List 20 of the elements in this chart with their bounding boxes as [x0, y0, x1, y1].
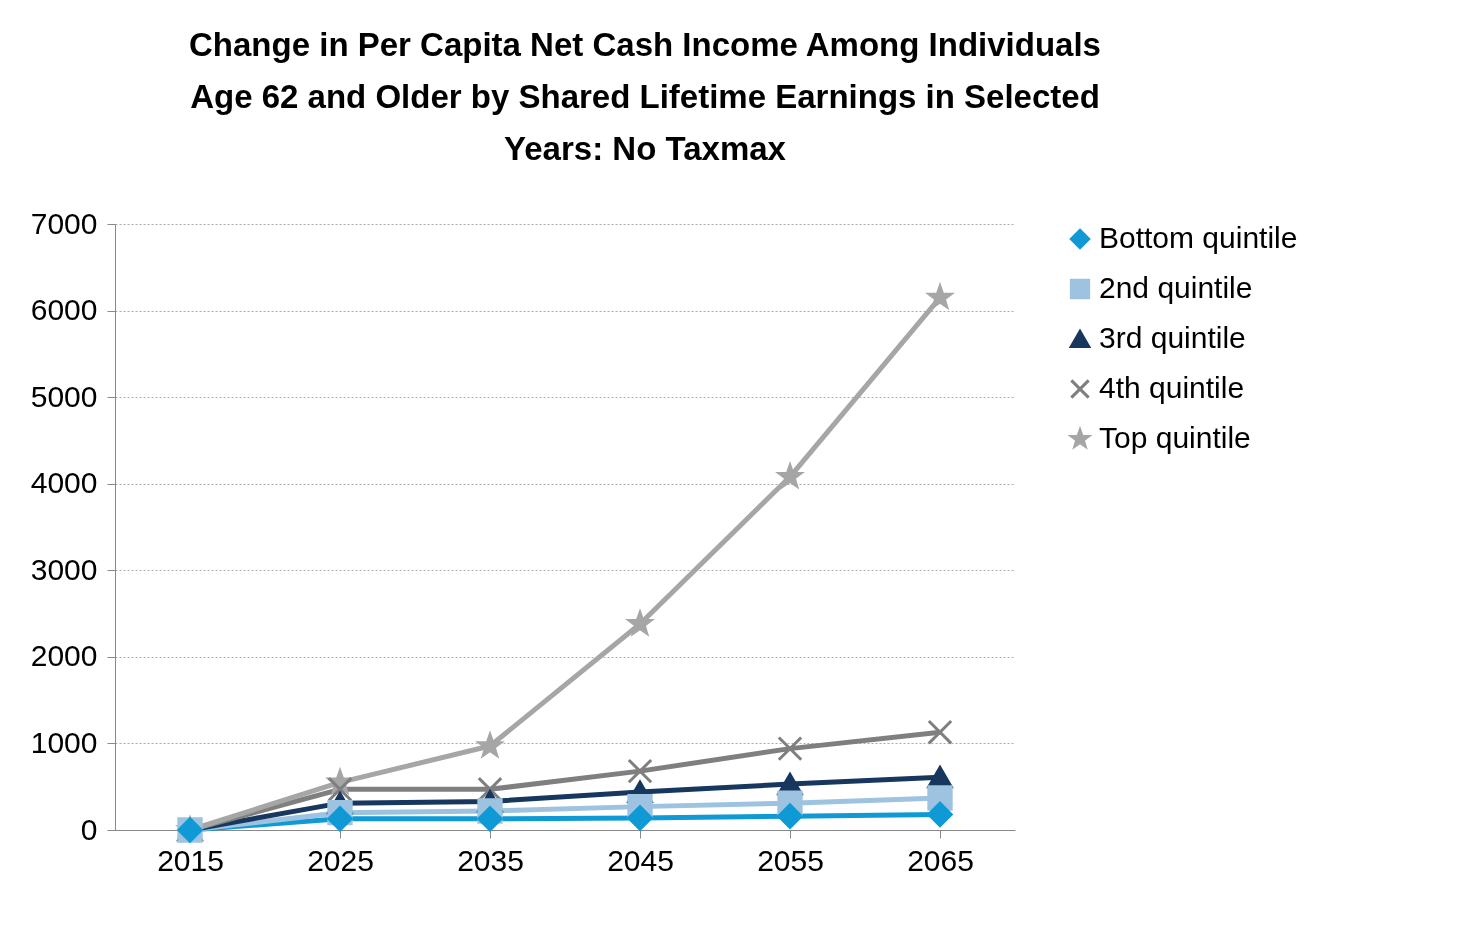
x-tick-label: 2025: [307, 843, 374, 877]
x-tick-label: 2035: [457, 843, 524, 877]
chart-title: Change in Per Capita Net Cash Income Among Individuals Age 62 and Older by Shared Lifetime Earnings in Selected Years: No Taxmax: [189, 26, 1101, 167]
x-tick-label: 2015: [157, 843, 224, 877]
y-tick-label: 7000: [30, 206, 98, 240]
y-tick-label: 1000: [30, 725, 98, 759]
x-tick-label: 2055: [757, 843, 824, 877]
legend-label: 2nd quintile: [1099, 271, 1253, 304]
x-tick-label: 2065: [907, 843, 974, 877]
x-tick-label: 2045: [607, 843, 674, 877]
y-tick-label: 2000: [30, 639, 98, 673]
legend-label: 3rd quintile: [1099, 321, 1246, 354]
y-tick-label: 5000: [30, 379, 98, 413]
legend-label: Top quintile: [1099, 421, 1251, 454]
y-tick-label: 6000: [30, 293, 98, 327]
y-tick-label: 0: [80, 812, 98, 846]
legend-label: Bottom quintile: [1099, 221, 1298, 254]
y-tick-label: 3000: [30, 552, 98, 586]
legend-label: 4th quintile: [1099, 371, 1245, 404]
y-tick-label: 4000: [30, 466, 98, 500]
